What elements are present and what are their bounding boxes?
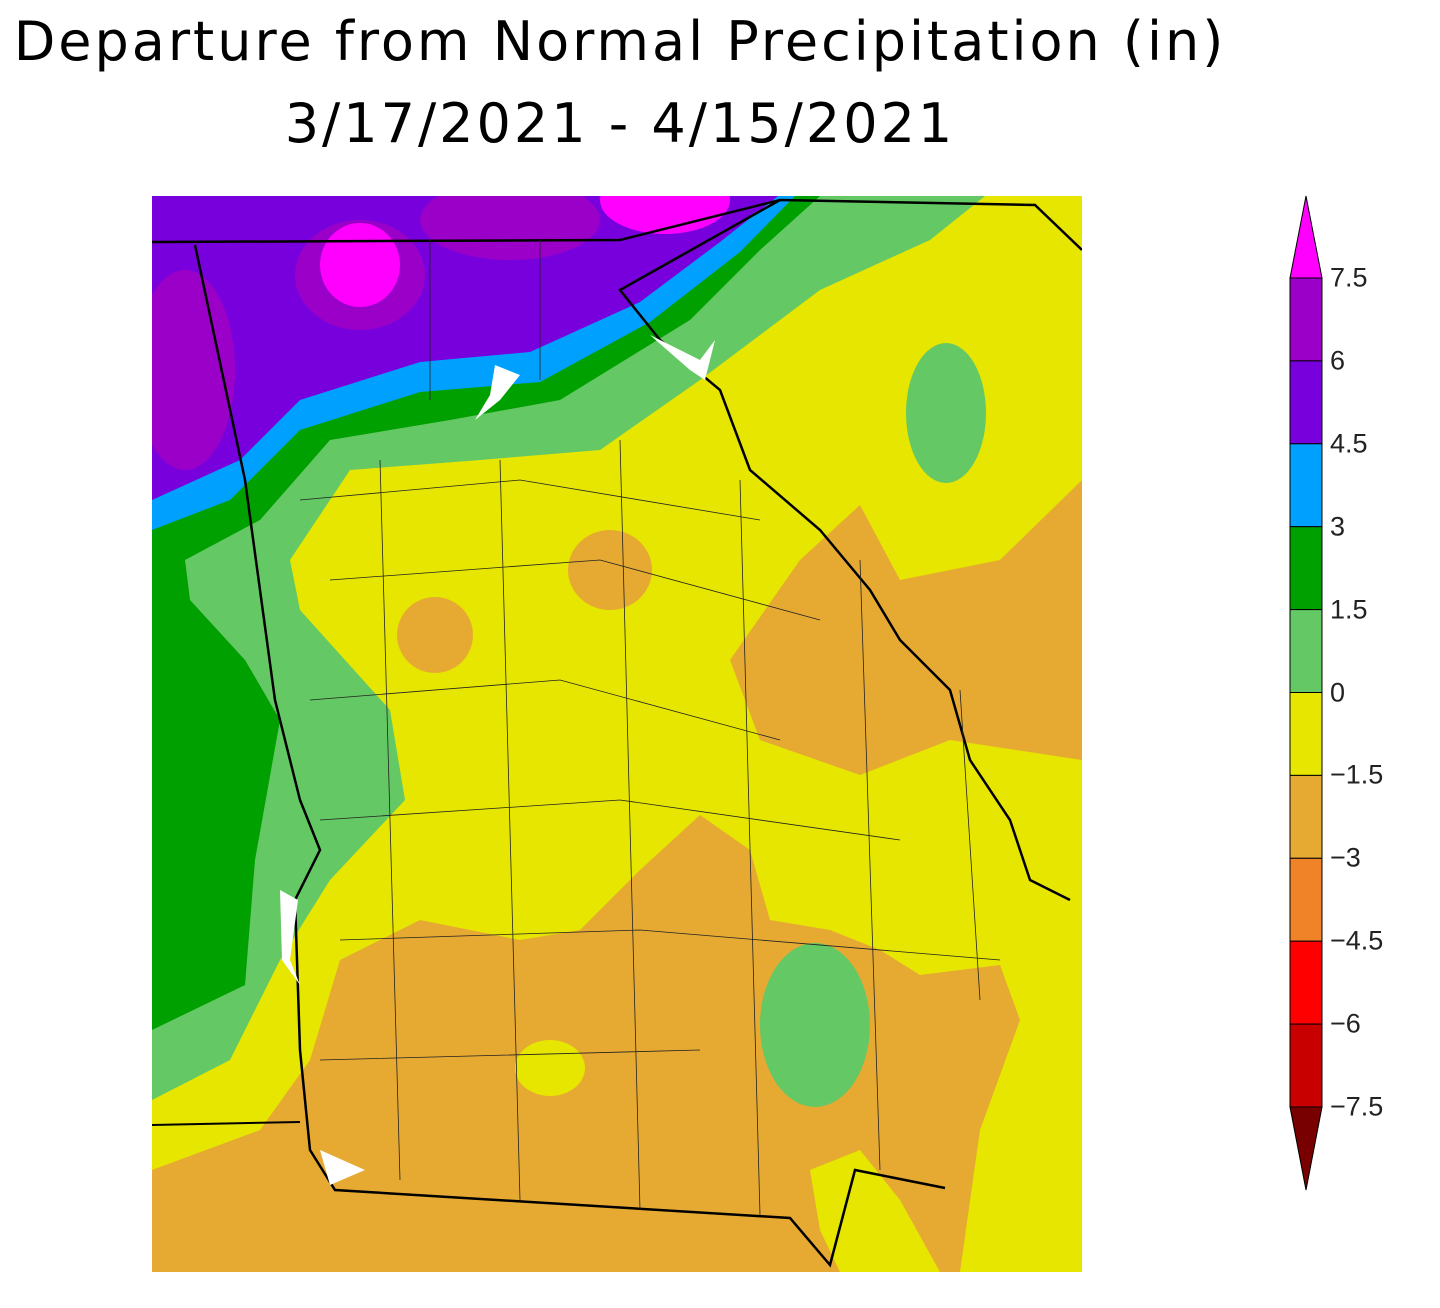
county-lines (299, 240, 1001, 1216)
legend-label: −3 (1330, 842, 1361, 873)
color-legend (1289, 195, 1323, 1191)
legend-swatch (1289, 360, 1323, 445)
magenta-blob-1 (320, 223, 400, 307)
lake-4 (320, 1150, 365, 1185)
state-border-al-ga (193, 244, 946, 1268)
legend-swatch (1289, 526, 1323, 611)
purple-blob-top (420, 196, 600, 260)
legend-swatch (1289, 940, 1323, 1025)
orange-blob-1 (568, 530, 652, 610)
legend-swatch (1289, 277, 1323, 362)
legend-swatch (1289, 692, 1323, 776)
legend-label: 0 (1330, 677, 1346, 707)
orange-blob-2 (397, 597, 473, 673)
purple-blob-west (152, 270, 235, 470)
green-blob-se (760, 943, 870, 1107)
legend-swatch (1289, 609, 1323, 693)
legend-label: 4.5 (1330, 428, 1368, 459)
legend-swatch (1289, 774, 1323, 859)
state-border-al-fl (152, 1121, 301, 1126)
legend-swatch (1289, 443, 1323, 528)
date-range: 3/17/2021 - 4/15/2021 (284, 92, 956, 155)
legend-label: 3 (1330, 511, 1346, 542)
legend-swatch (1289, 1023, 1323, 1108)
yellow-blob (515, 1040, 585, 1096)
legend-swatch (1289, 857, 1323, 942)
legend-label: −4.5 (1330, 925, 1384, 956)
legend-arrow-top (1289, 195, 1323, 279)
orange-east (730, 480, 1082, 775)
legend-label: 7.5 (1330, 262, 1368, 293)
legend-label: −6 (1330, 1008, 1361, 1039)
chart-title: Departure from Normal Precipitation (in) (13, 10, 1227, 73)
legend-label: 1.5 (1330, 594, 1368, 625)
magenta-blob-2 (600, 196, 730, 234)
legend-label: 6 (1330, 345, 1346, 376)
lake-2 (475, 365, 520, 420)
lake-3 (280, 890, 300, 985)
lake-1 (650, 335, 715, 380)
orange-south (152, 815, 1020, 1272)
legend-label: −7.5 (1330, 1091, 1384, 1122)
green-blob-ne (906, 343, 986, 483)
legend-arrow-bottom (1289, 1106, 1323, 1191)
legend-label: −1.5 (1330, 759, 1384, 790)
precipitation-map (152, 196, 1082, 1272)
